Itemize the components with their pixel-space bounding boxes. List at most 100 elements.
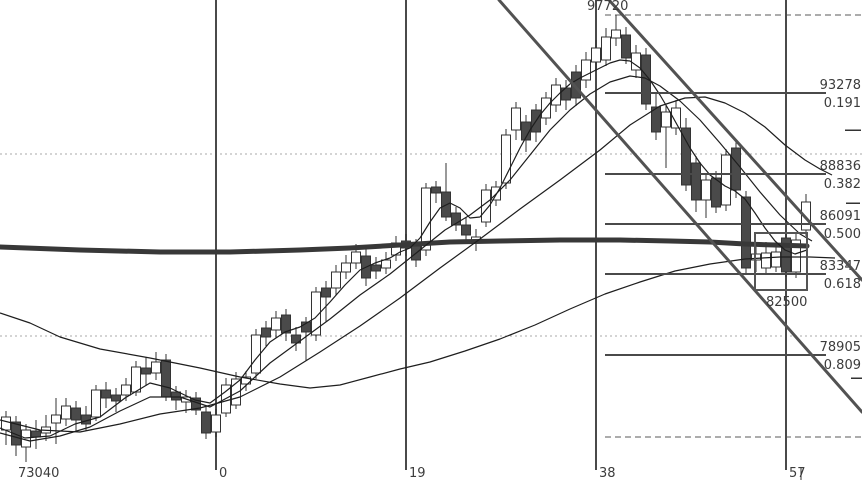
candle-bullish [251, 329, 261, 379]
fib-price-label: 78905 [820, 340, 861, 355]
trendline-channel [497, 0, 862, 414]
candle-bullish [611, 15, 621, 46]
candle-bearish [201, 405, 211, 439]
candle-body [171, 391, 181, 401]
candle-bullish [791, 234, 801, 278]
candle-body [291, 334, 301, 344]
candle-body [341, 262, 351, 273]
candle-body [91, 389, 101, 418]
fib-ratio-label: 0.618 [824, 277, 861, 292]
candle-body [511, 107, 521, 131]
candle-body [461, 224, 471, 236]
candle-body [691, 162, 701, 201]
candle-bullish [391, 236, 401, 261]
candle-body [261, 327, 271, 338]
candle-bullish [661, 105, 671, 168]
trendline-channel-lower[interactable] [607, 0, 862, 282]
candle-body [321, 287, 331, 298]
candle-body [671, 107, 681, 129]
candle-body [681, 127, 691, 186]
candle-bullish [341, 255, 351, 279]
dotted-gridlines [0, 153, 862, 337]
candle-body [251, 334, 261, 374]
candle-body [1, 416, 11, 431]
candle-bearish [441, 163, 451, 221]
candle-bearish [461, 217, 471, 243]
candle-bullish [381, 252, 391, 274]
candle-bearish [281, 309, 291, 341]
candle-bullish [271, 311, 281, 338]
trendline-channel-upper[interactable] [497, 0, 862, 414]
candle-body [231, 378, 241, 406]
candle-body [311, 291, 321, 336]
candle-bearish [171, 386, 181, 410]
candle-bearish [101, 382, 111, 408]
fib-price-label: 83347 [820, 259, 861, 274]
moving-averages [0, 59, 836, 442]
candle-bullish [631, 45, 641, 78]
fib-price-label: 88836 [820, 159, 861, 174]
candle-body [591, 47, 601, 63]
candle-body [571, 71, 581, 99]
candle-bearish [621, 27, 631, 64]
candle-body [451, 212, 461, 226]
candle-bullish [701, 173, 711, 218]
candle-bullish [591, 40, 601, 70]
ma-medium-line [0, 75, 813, 442]
candle-body [501, 134, 511, 184]
candle-bearish [261, 321, 271, 346]
candle-bearish [71, 401, 81, 431]
candle-body [521, 121, 531, 141]
candle-bullish [211, 409, 221, 437]
thick-ma [0, 237, 810, 255]
candle-body [641, 54, 651, 105]
bottom-left-price-label: 73040 [18, 466, 59, 480]
candle-body [301, 321, 311, 333]
candle-bearish [781, 232, 791, 277]
candle-body [741, 196, 751, 269]
x-axis-label: 38 [599, 466, 616, 480]
candle-bullish [91, 385, 101, 421]
candle-bullish [501, 129, 511, 189]
candle-bearish [301, 317, 311, 361]
x-axis-label: 57 [789, 466, 806, 480]
candle-body [381, 259, 391, 269]
candle-bearish [521, 115, 531, 152]
box-price-label: 82500 [766, 295, 807, 310]
candle-bullish [721, 149, 731, 211]
candle-body [351, 251, 361, 264]
candle-bearish [31, 420, 41, 449]
candle-body [581, 59, 591, 81]
candle-bearish [431, 181, 441, 203]
ma-slowest-line [0, 256, 836, 389]
candle-body [131, 366, 141, 393]
candle-bearish [141, 357, 151, 386]
candle-bullish [21, 424, 31, 462]
candle-body [271, 317, 281, 331]
candle-bullish [581, 52, 591, 88]
fib-retracement: 93278 0.191 88836 0.382 86091 0.500 83347 0.618… [605, 78, 861, 373]
candle-body [371, 264, 381, 272]
candle-body [431, 186, 441, 194]
candle-bearish [531, 104, 541, 142]
candle-body [111, 394, 121, 402]
fib-ratio-label: 0.500 [824, 227, 861, 242]
candle-body [211, 414, 221, 433]
candle-body [721, 154, 731, 206]
candle-body [101, 389, 111, 399]
candle-bearish [451, 207, 461, 231]
candle-bearish [731, 142, 741, 198]
ma-slow-line [0, 96, 833, 433]
candle-body [551, 84, 561, 106]
candle-body [331, 271, 341, 289]
dashed-level-lines [605, 14, 862, 438]
chart-labels: 97720 73040 0 19 38 57 [18, 0, 806, 480]
candle-bearish [711, 171, 721, 213]
fib-ratio-label: 0.809 [824, 358, 861, 373]
candle-body [601, 36, 611, 61]
consolidation-box-rect[interactable] [754, 232, 808, 291]
x-axis-label: 19 [409, 466, 426, 480]
ma-fast-line [0, 59, 808, 439]
candle-body [31, 430, 41, 438]
